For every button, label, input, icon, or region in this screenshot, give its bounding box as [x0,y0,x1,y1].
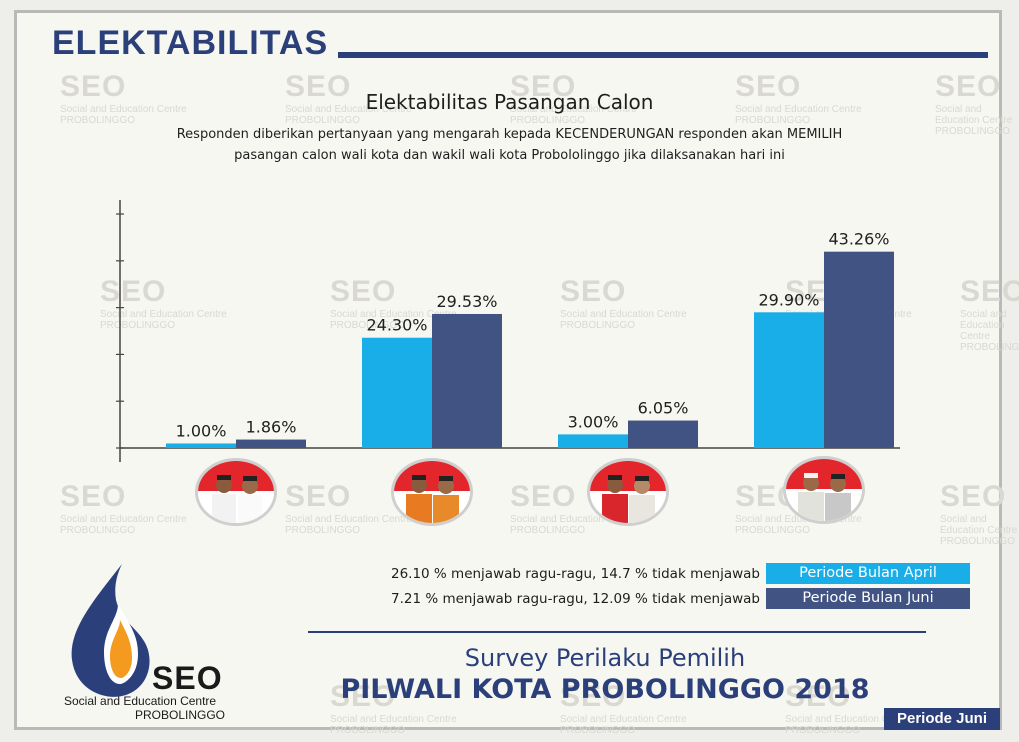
candidate-pair-2-avatar [391,458,473,526]
candidate-pair-1-avatar [195,458,277,526]
logo-city: PROBOLINGGO [135,708,226,722]
header-divider [338,52,988,58]
chart-title: Elektabilitas Pasangan Calon [365,90,654,114]
seo-flame-logo [71,564,150,697]
bar-juni [824,251,894,448]
candidate-pair-3-avatar [587,458,669,526]
periode-badge: Periode Juni [884,708,1000,730]
survey-title: Survey Perilaku Pemilih [464,644,746,672]
data-label: 3.00% [568,412,619,431]
chart-subtitle-line: Responden diberikan pertanyaan yang meng… [176,127,843,142]
survey-subtitle: PILWALI KOTA PROBOLINGGO 2018 [340,674,870,705]
note-april: 26.10 % menjawab ragu-ragu, 14.7 % tidak… [390,566,760,582]
bar-juni [432,313,502,448]
bar-chart: 1.00% 1.86% 24.30% 29.53% 3.00% 6.05% 29.90% 43… [116,200,900,462]
data-label: 29.90% [758,290,819,309]
chart-subtitle-line: pasangan calon wali kota dan wakil wali … [234,148,785,163]
data-label: 1.86% [246,418,297,437]
data-label: 43.26% [828,230,889,249]
bar-april [166,443,236,448]
logo-org-name: Social and Education Centre [64,694,217,708]
data-label: 24.30% [366,316,427,335]
data-label: 6.05% [638,399,689,418]
page-title: ELEKTABILITAS [52,24,329,62]
bar-april [558,434,628,448]
response-notes: 26.10 % menjawab ragu-ragu, 14.7 % tidak… [300,562,760,612]
data-label: 29.53% [436,292,497,311]
legend-juni: Periode Bulan Juni [766,588,970,609]
footer-divider [308,631,926,633]
bar-april [362,337,432,448]
logo-brand: SEO [152,660,223,696]
chart-subtitle: Responden diberikan pertanyaan yang meng… [0,124,1019,166]
bar-juni [628,420,698,448]
legend-april: Periode Bulan April [766,563,970,584]
candidate-pair-4-avatar [783,456,865,524]
bar-juni [236,439,306,448]
note-juni: 7.21 % menjawab ragu-ragu, 12.09 % tidak… [390,591,760,607]
data-label: 1.00% [176,421,227,440]
bar-april [754,312,824,448]
